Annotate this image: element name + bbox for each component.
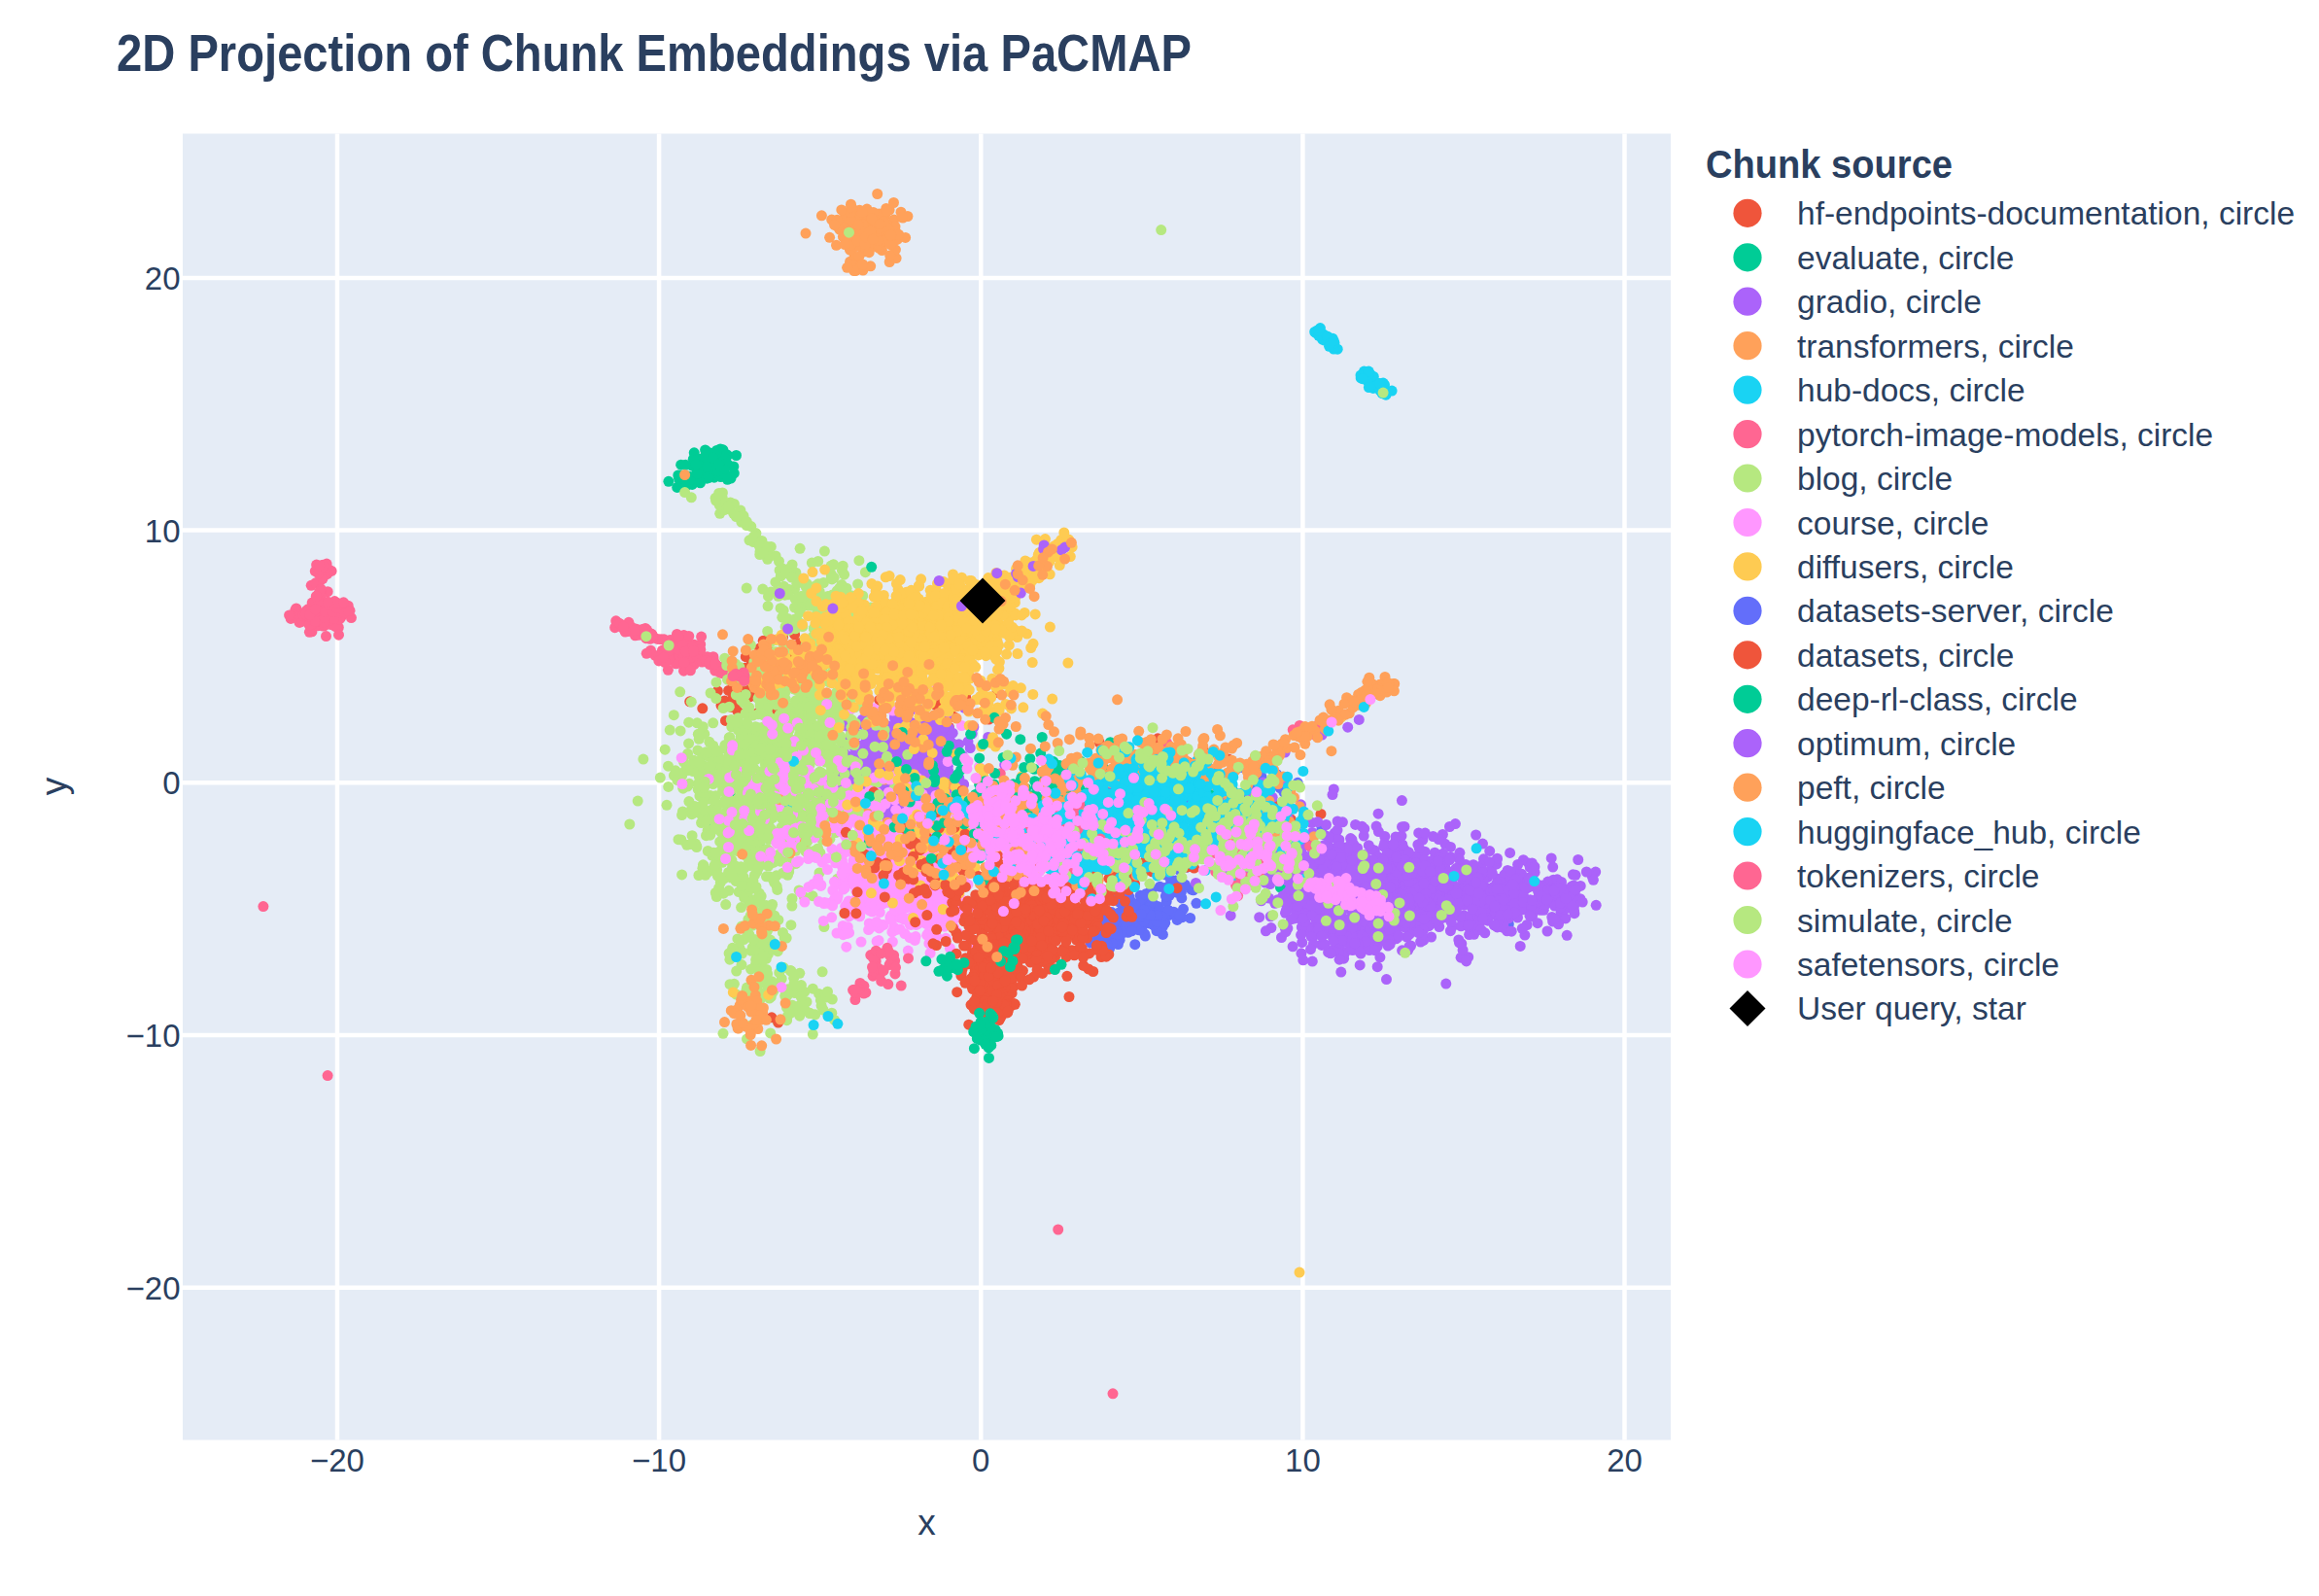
svg-text:simulate, circle: simulate, circle [1797,903,2013,939]
svg-text:20: 20 [145,260,181,296]
svg-text:deep-rl-class, circle: deep-rl-class, circle [1797,681,2078,717]
svg-text:0: 0 [972,1442,989,1478]
svg-text:tokenizers, circle: tokenizers, circle [1797,858,2039,894]
svg-text:2D Projection of Chunk Embeddi: 2D Projection of Chunk Embeddings via Pa… [117,24,1192,82]
svg-text:huggingface_hub, circle: huggingface_hub, circle [1797,815,2141,850]
svg-text:transformers, circle: transformers, circle [1797,329,2074,364]
svg-text:Chunk source: Chunk source [1706,143,1953,186]
svg-text:User query, star: User query, star [1797,990,2026,1026]
svg-text:diffusers, circle: diffusers, circle [1797,549,2014,585]
svg-text:hub-docs, circle: hub-docs, circle [1797,372,2025,408]
svg-text:pytorch-image-models, circle: pytorch-image-models, circle [1797,417,2213,453]
svg-text:−20: −20 [126,1270,181,1306]
svg-text:−20: −20 [310,1442,364,1478]
svg-text:course, circle: course, circle [1797,505,1989,541]
svg-text:x: x [917,1503,936,1543]
svg-text:−10: −10 [632,1442,686,1478]
svg-text:optimum, circle: optimum, circle [1797,726,2016,762]
svg-text:datasets-server, circle: datasets-server, circle [1797,593,2114,629]
svg-text:0: 0 [162,765,180,801]
svg-text:datasets, circle: datasets, circle [1797,638,2014,674]
svg-text:peft, circle: peft, circle [1797,770,1946,806]
svg-text:safetensors, circle: safetensors, circle [1797,947,2059,983]
svg-text:hf-endpoints-documentation, ci: hf-endpoints-documentation, circle [1797,195,2295,231]
svg-text:y: y [34,777,74,795]
svg-text:10: 10 [1285,1442,1321,1478]
svg-text:10: 10 [145,513,181,549]
svg-text:blog, circle: blog, circle [1797,461,1953,497]
svg-text:20: 20 [1607,1442,1643,1478]
svg-text:−10: −10 [126,1018,181,1054]
svg-text:evaluate, circle: evaluate, circle [1797,240,2014,276]
svg-text:gradio, circle: gradio, circle [1797,284,1982,320]
